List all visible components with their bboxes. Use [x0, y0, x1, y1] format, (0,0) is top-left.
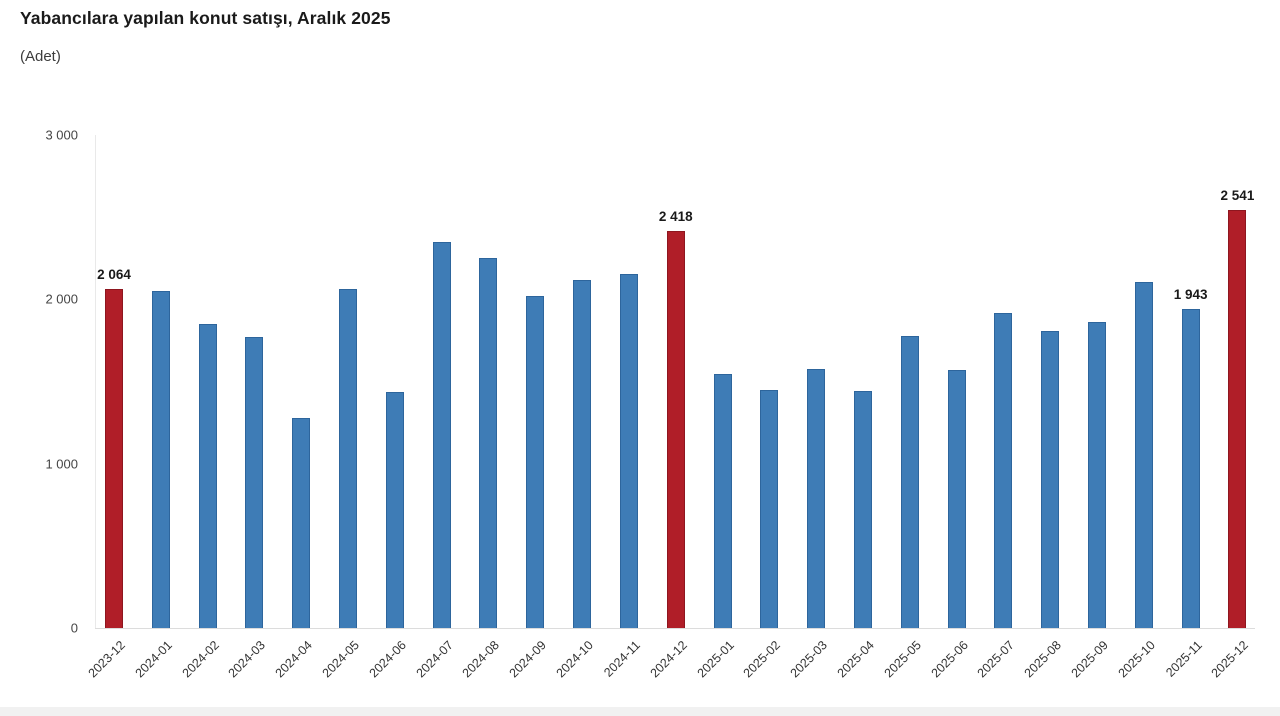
x-axis-tick-label-2025-02: 2025-02	[740, 638, 784, 681]
x-axis-tick-label-2024-03: 2024-03	[225, 638, 269, 681]
bottom-edge-band	[0, 707, 1280, 716]
bar-2024-08	[479, 258, 498, 628]
x-axis-tick-label-2025-01: 2025-01	[694, 638, 737, 681]
bar-value-label-2024-12: 2 418	[658, 208, 693, 224]
x-axis-tick-label-2025-06: 2025-06	[928, 638, 971, 681]
y-axis-tick-label: 3 000	[45, 127, 78, 143]
bar-2024-10	[573, 279, 592, 628]
bar-2023-12	[105, 288, 123, 628]
bar-2024-04	[292, 417, 311, 628]
bar-2025-02	[760, 389, 779, 628]
x-axis-tick-label-2024-12: 2024-12	[647, 638, 690, 681]
bar-2025-07	[994, 313, 1013, 628]
x-axis-tick-label-2024-05: 2024-05	[319, 638, 362, 681]
bar-2025-04	[853, 391, 872, 628]
chart-subtitle: (Adet)	[20, 48, 61, 65]
bar-2025-01	[713, 374, 732, 628]
x-axis-tick-label-2024-08: 2024-08	[460, 638, 503, 681]
bar-value-label-2025-12: 2 541	[1220, 188, 1255, 204]
x-axis-tick-label-2024-01: 2024-01	[132, 638, 175, 681]
y-axis-tick-label: 2 000	[45, 291, 78, 307]
bar-2024-02	[198, 323, 217, 628]
x-axis-tick-label-2024-07: 2024-07	[413, 638, 456, 681]
x-axis-tick-label-2024-02: 2024-02	[179, 638, 222, 681]
y-axis-tick-label: 1 000	[45, 456, 78, 472]
bar-value-label-2025-11: 1 943	[1173, 286, 1208, 302]
bar-2024-11	[619, 273, 638, 628]
bar-2024-03	[245, 337, 264, 628]
bar-2025-09	[1088, 322, 1106, 628]
x-axis-tick-label-2025-09: 2025-09	[1068, 638, 1111, 681]
x-axis-tick-label-2025-04: 2025-04	[834, 638, 877, 681]
x-axis-tick-label-2024-11: 2024-11	[601, 638, 643, 680]
x-axis-baseline	[95, 628, 1255, 629]
x-axis-tick-label-2025-07: 2025-07	[974, 638, 1018, 681]
x-axis-tick-label-2024-10: 2024-10	[553, 638, 596, 681]
x-axis-tick-label-2024-09: 2024-09	[506, 638, 550, 681]
bar-2024-01	[151, 291, 170, 628]
x-axis-tick-label-2023-12: 2023-12	[85, 638, 128, 681]
bar-2025-05	[900, 336, 919, 628]
bar-2024-07	[432, 241, 451, 628]
bar-2025-03	[807, 369, 826, 628]
bar-2024-12	[666, 230, 685, 628]
bar-2024-05	[339, 289, 358, 628]
x-axis-tick-label-2025-12: 2025-12	[1208, 638, 1252, 681]
x-axis-tick-label-2025-05: 2025-05	[881, 638, 924, 681]
bar-2024-09	[526, 296, 545, 628]
y-axis-tick-label: 0	[70, 620, 78, 636]
x-axis-tick-label-2025-03: 2025-03	[787, 638, 831, 681]
x-axis-tick-label-2025-10: 2025-10	[1115, 638, 1158, 681]
bar-value-label-2023-12: 2 064	[97, 266, 131, 282]
y-axis-line	[95, 135, 96, 628]
x-axis-tick-label-2024-06: 2024-06	[366, 638, 409, 681]
x-axis-tick-label-2025-08: 2025-08	[1021, 638, 1065, 681]
bar-2025-12	[1228, 210, 1247, 628]
bar-2024-06	[385, 392, 404, 628]
bar-2025-06	[947, 369, 966, 628]
bar-2025-10	[1134, 282, 1153, 628]
chart-title: Yabancılara yapılan konut satışı, Aralık…	[20, 8, 391, 28]
x-axis-tick-label-2024-04: 2024-04	[272, 638, 316, 681]
bar-2025-08	[1041, 330, 1060, 628]
bar-2025-11	[1181, 308, 1200, 628]
x-axis-tick-label-2025-11: 2025-11	[1162, 638, 1205, 680]
